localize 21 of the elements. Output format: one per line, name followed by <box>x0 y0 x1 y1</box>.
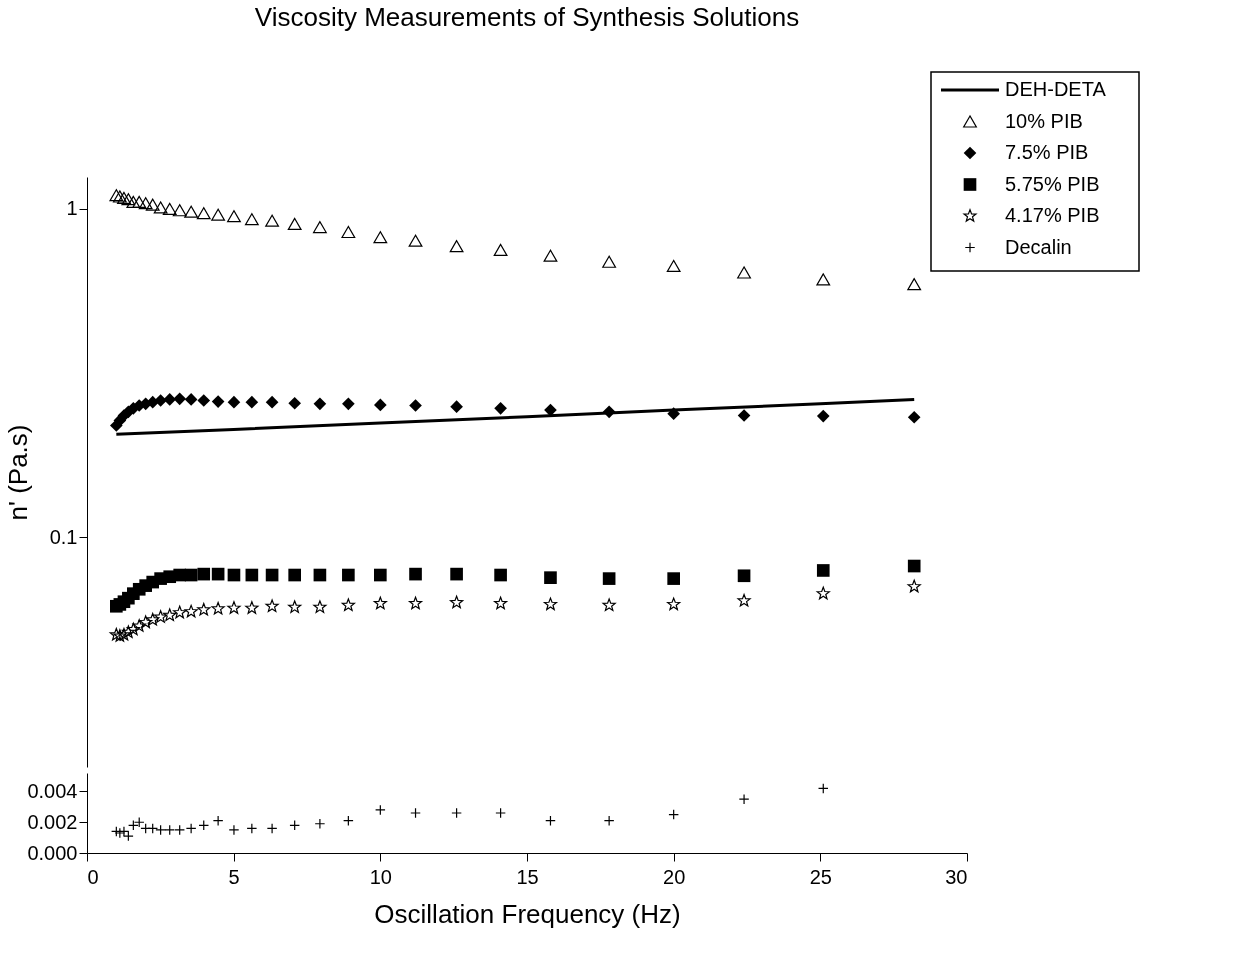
legend-label: 10% PIB <box>1005 109 1083 132</box>
chart-title: Viscosity Measurements of Synthesis Solutions <box>254 2 800 33</box>
x-tick-label: 15 <box>516 865 539 888</box>
x-tick-label: 30 <box>945 865 968 888</box>
x-tick-label: 0 <box>87 865 99 888</box>
legend-label: 5.75% PIB <box>1005 172 1100 195</box>
x-axis-title: Oscillation Frequency (Hz) <box>374 898 681 929</box>
x-tick-label: 20 <box>663 865 686 888</box>
legend-label: 4.17% PIB <box>1005 204 1100 226</box>
x-tick-label: 5 <box>228 865 240 888</box>
legend-label: Decalin <box>1005 235 1072 258</box>
y-tick-label: 0.000 <box>27 841 78 864</box>
y-tick-label: 0.002 <box>27 810 78 833</box>
y-tick-label: 1 <box>66 197 78 220</box>
y-tick-label: 0.1 <box>49 525 78 548</box>
x-tick-label: 10 <box>369 865 392 888</box>
y-tick-label: 0.004 <box>27 779 78 802</box>
x-tick-label: 25 <box>809 865 832 888</box>
y-axis-title: n' (Pa.s) <box>2 424 33 521</box>
legend-label: 7.5% PIB <box>1005 141 1089 163</box>
legend-label: DEH-DETA <box>1005 78 1107 100</box>
